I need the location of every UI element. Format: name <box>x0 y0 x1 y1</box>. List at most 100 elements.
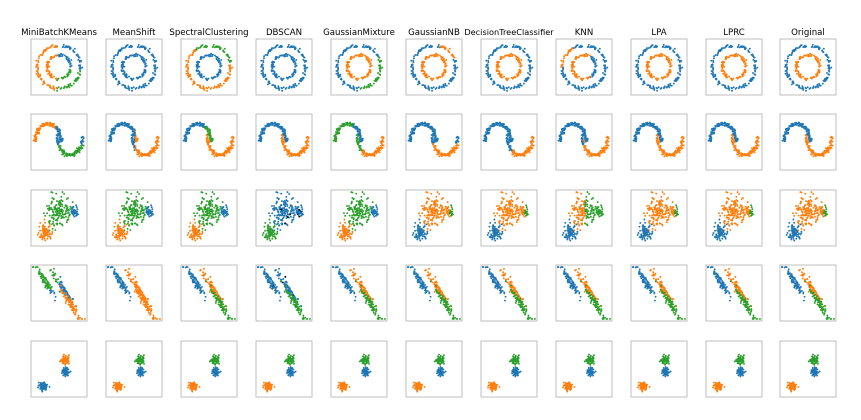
scatter-panel <box>555 38 613 96</box>
data-point <box>157 140 160 143</box>
data-point <box>284 145 287 147</box>
data-point <box>797 65 800 68</box>
data-point <box>724 73 727 76</box>
data-point <box>356 135 359 137</box>
data-point <box>735 86 738 89</box>
data-point <box>440 45 443 48</box>
data-point <box>43 123 46 125</box>
scatter-panel <box>405 113 463 171</box>
data-point <box>431 89 434 92</box>
data-point <box>412 128 415 131</box>
data-point <box>656 89 659 92</box>
data-point <box>528 151 531 154</box>
data-point <box>123 65 126 68</box>
data-point <box>303 56 306 59</box>
data-point <box>200 44 203 47</box>
data-point <box>190 77 193 80</box>
data-point <box>438 85 441 88</box>
data-point <box>517 85 520 88</box>
column-title: MiniBatchKMeans <box>21 28 97 38</box>
data-point <box>449 150 452 153</box>
data-point <box>134 145 137 147</box>
data-point <box>335 59 338 62</box>
data-point <box>286 46 289 49</box>
data-point <box>58 132 61 135</box>
data-point <box>570 69 573 72</box>
data-point <box>131 137 134 140</box>
data-point <box>411 74 414 77</box>
data-point <box>205 140 208 143</box>
data-point <box>136 153 139 156</box>
data-point <box>360 52 363 55</box>
data-point <box>531 66 534 69</box>
data-point <box>442 59 445 62</box>
data-point <box>187 59 190 62</box>
data-point <box>816 85 819 88</box>
data-point <box>152 150 154 153</box>
data-point <box>379 73 382 76</box>
data-point <box>223 79 226 82</box>
data-point <box>452 71 454 74</box>
data-point <box>207 130 210 133</box>
data-point <box>155 144 157 147</box>
data-point <box>294 82 297 85</box>
data-point <box>590 153 593 156</box>
data-point <box>294 63 297 66</box>
data-point <box>378 56 381 59</box>
data-point <box>351 76 354 79</box>
data-point <box>748 47 751 50</box>
data-point <box>230 140 233 143</box>
data-point <box>128 89 131 91</box>
data-point <box>127 86 130 89</box>
data-point <box>382 140 385 143</box>
data-point <box>520 84 523 87</box>
data-point <box>414 74 417 77</box>
data-point <box>272 122 274 125</box>
data-point <box>118 81 121 84</box>
data-point <box>434 145 437 147</box>
data-point <box>489 54 492 56</box>
data-point <box>225 80 227 83</box>
data-point <box>680 59 683 62</box>
data-point <box>355 140 358 143</box>
data-point <box>116 83 119 86</box>
data-point <box>112 71 114 74</box>
data-point <box>49 46 52 49</box>
data-point <box>260 59 263 62</box>
data-point <box>208 132 211 135</box>
data-point <box>437 43 440 46</box>
data-point <box>365 55 368 58</box>
data-point <box>442 85 445 88</box>
data-point <box>730 86 733 89</box>
data-point <box>655 54 658 57</box>
data-point <box>341 54 344 57</box>
data-point <box>62 151 64 154</box>
data-point <box>422 122 424 125</box>
data-point <box>219 82 222 85</box>
data-point <box>288 155 291 158</box>
data-point <box>799 55 802 58</box>
data-point <box>78 59 81 62</box>
data-point <box>572 63 575 66</box>
data-point <box>375 53 378 56</box>
data-point <box>81 66 84 69</box>
panel-frame <box>330 38 388 96</box>
data-point <box>193 123 196 125</box>
data-point <box>203 89 206 91</box>
data-point <box>36 131 39 134</box>
data-point <box>232 140 235 143</box>
data-point <box>574 46 577 49</box>
data-point <box>505 77 508 80</box>
data-point <box>189 54 192 56</box>
data-point <box>811 76 814 79</box>
data-point <box>294 71 297 74</box>
data-point <box>53 89 56 91</box>
data-point <box>287 76 290 79</box>
data-point <box>157 144 160 147</box>
data-point <box>382 137 385 140</box>
data-point <box>829 59 832 62</box>
data-point <box>283 132 286 135</box>
data-point <box>124 123 127 126</box>
data-point <box>575 44 578 47</box>
data-point <box>220 84 223 87</box>
